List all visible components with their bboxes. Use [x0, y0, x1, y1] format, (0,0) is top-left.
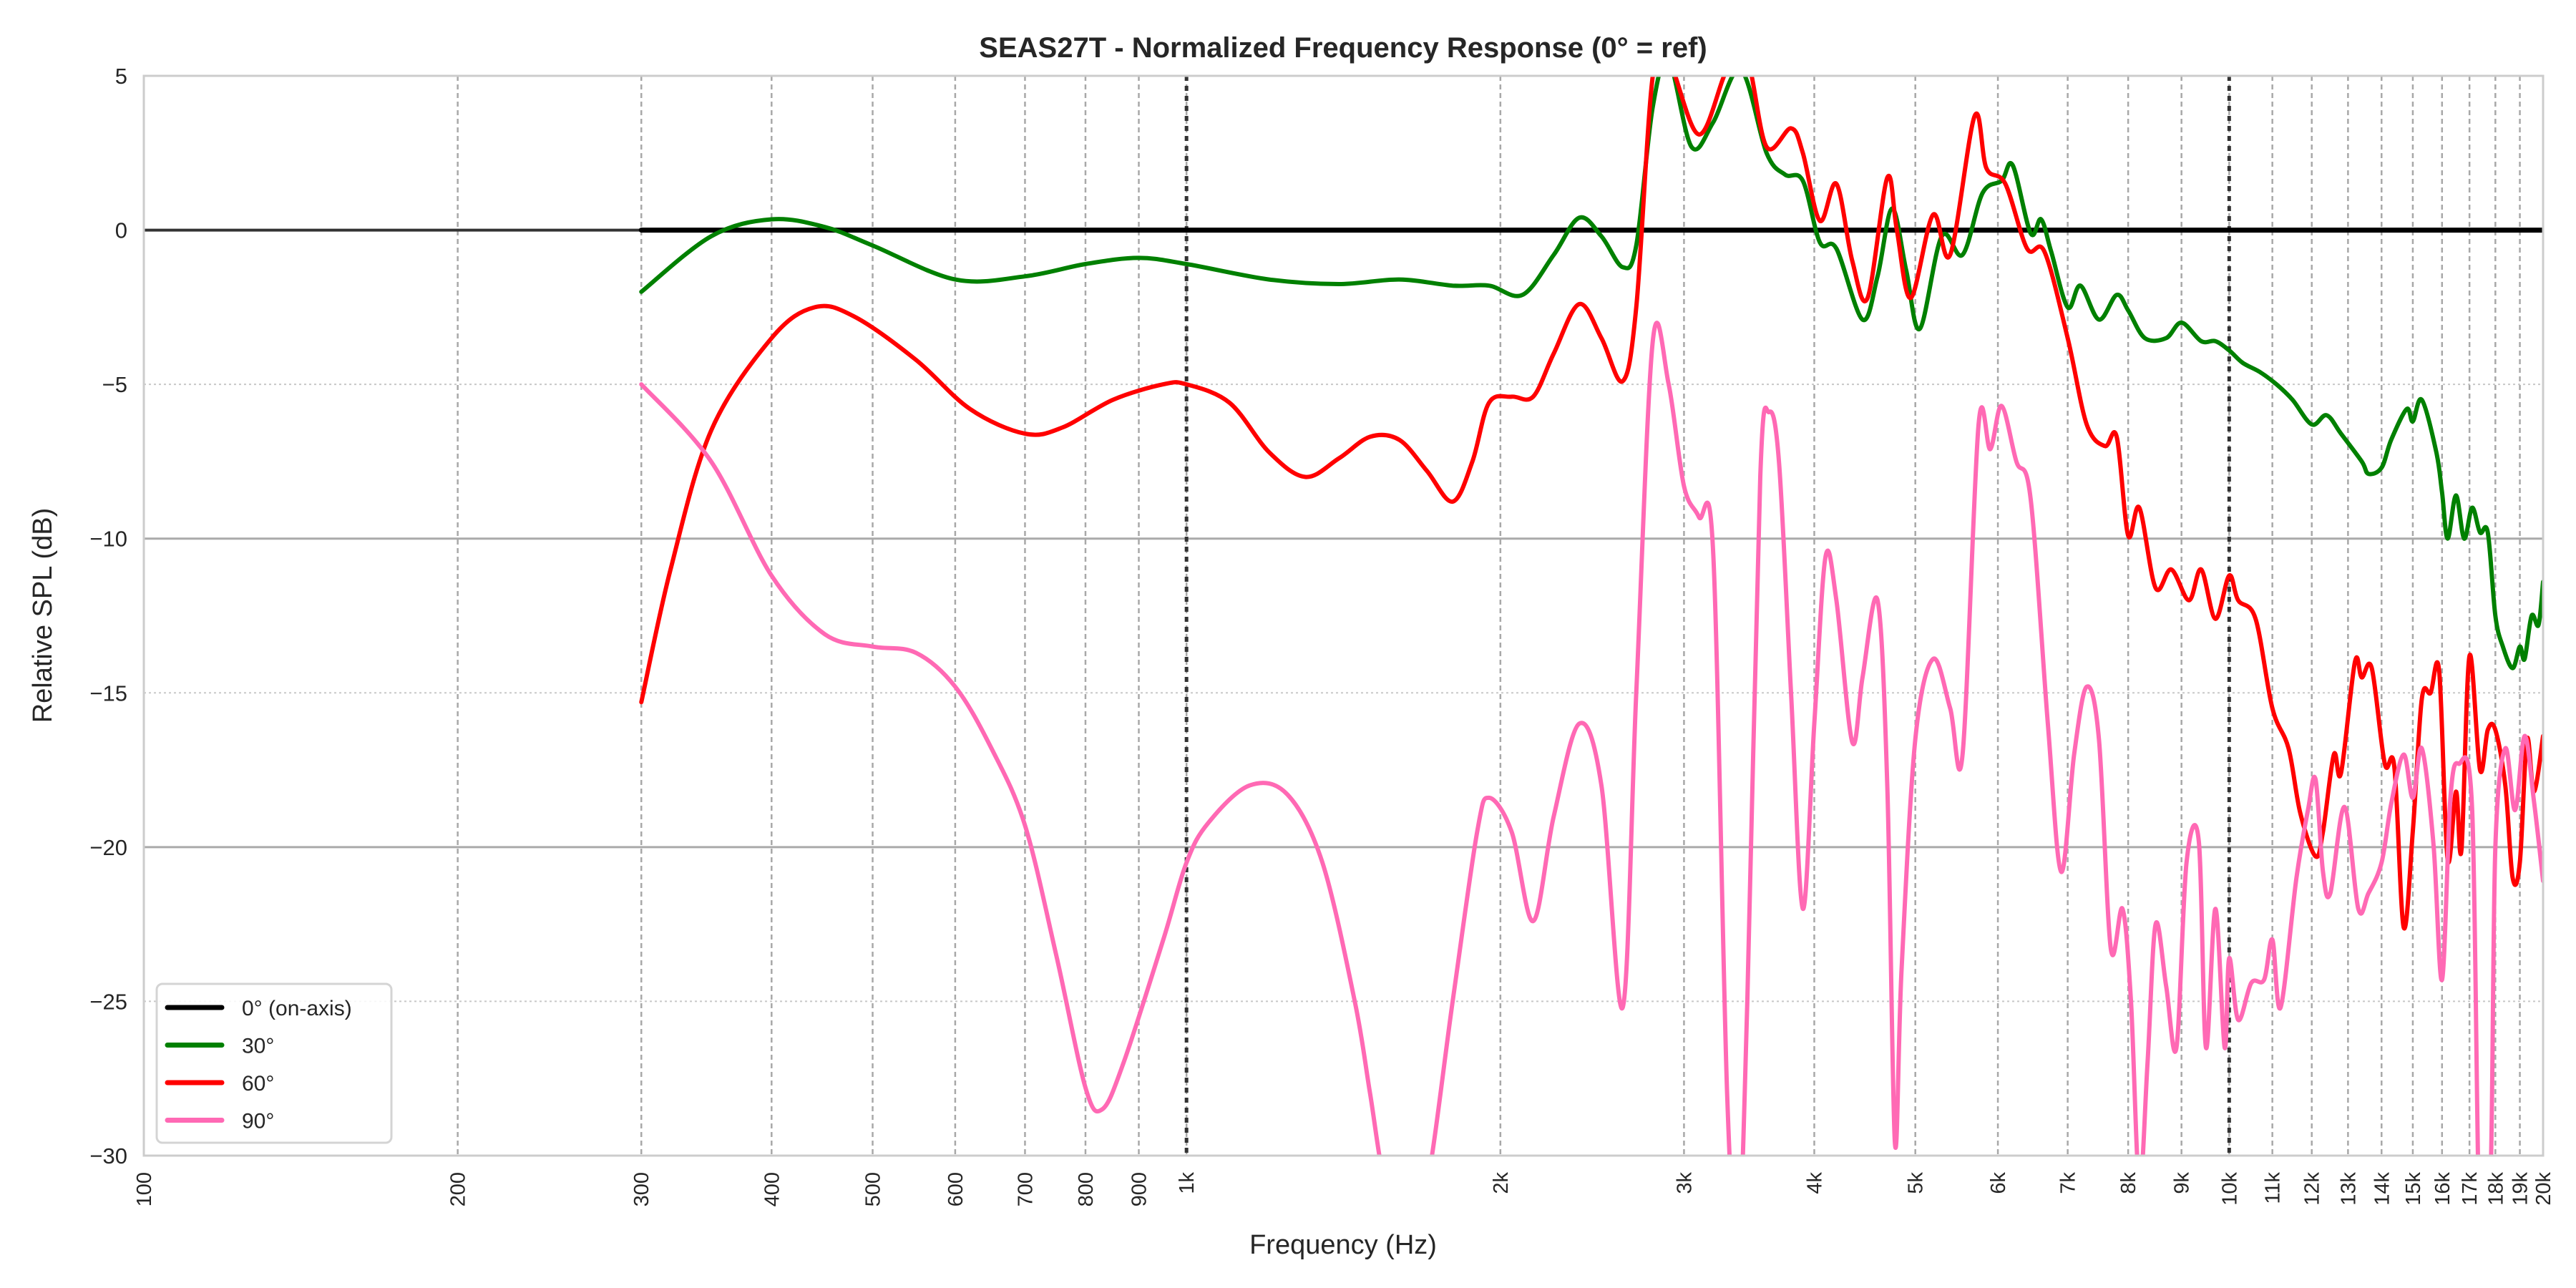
- x-tick-label: 16k: [2431, 1172, 2454, 1206]
- x-tick-label: 10k: [2218, 1172, 2241, 1206]
- x-tick-label: 19k: [2509, 1172, 2532, 1206]
- legend: 0° (on-axis) 30° 60° 90°: [155, 982, 393, 1144]
- x-tick-label: 8k: [2117, 1172, 2140, 1194]
- x-tick-label: 500: [862, 1172, 885, 1206]
- legend-label: 30°: [242, 1035, 274, 1058]
- y-tick-label: 0: [115, 218, 127, 243]
- x-tick-label: 6k: [1987, 1172, 2010, 1194]
- x-tick-label: 3k: [1673, 1172, 1696, 1194]
- x-tick-label: 9k: [2171, 1172, 2194, 1194]
- x-tick-label: 15k: [2402, 1172, 2425, 1206]
- x-tick-label: 800: [1075, 1172, 1098, 1206]
- chart-title: SEAS27T - Normalized Frequency Response …: [979, 32, 1707, 64]
- y-tick-label: −25: [89, 989, 127, 1014]
- legend-box: [155, 982, 393, 1144]
- series-line-90: [639, 321, 2543, 1156]
- x-tick-label: 900: [1128, 1172, 1151, 1206]
- series-group: [638, 76, 2543, 1156]
- x-tick-label: 12k: [2301, 1172, 2324, 1206]
- x-tick-label: 200: [447, 1172, 470, 1206]
- x-tick-label: 11k: [2262, 1172, 2285, 1204]
- x-tick-label: 700: [1014, 1172, 1037, 1206]
- x-tick-label: 18k: [2484, 1172, 2507, 1206]
- plot-frame: [142, 74, 2545, 1157]
- y-tick-label: −20: [89, 835, 127, 860]
- series-line-60: [639, 76, 2543, 931]
- x-tick-label: 17k: [2459, 1172, 2482, 1206]
- x-tick-label: 1k: [1176, 1172, 1199, 1194]
- x-axis-label: Frequency (Hz): [1249, 1230, 1437, 1260]
- y-tick-label: −5: [102, 372, 127, 397]
- x-tick-label: 14k: [2371, 1172, 2394, 1206]
- x-tick-label: 2k: [1490, 1172, 1513, 1194]
- y-tick-label: −30: [89, 1143, 127, 1169]
- x-tick-label: 20k: [2532, 1172, 2555, 1206]
- x-tick-labels: 100 200 300 400 500 600 700 800 900 1k 2k 3k 4k 5k 6k 7…: [133, 1172, 2555, 1207]
- series-line-30: [639, 76, 2543, 670]
- y-tick-labels: 5 0 −5 −10 −15 −20 −25 −30: [89, 64, 127, 1169]
- x-tick-label: 4k: [1803, 1172, 1826, 1194]
- grid: [142, 75, 2545, 1157]
- x-tick-label: 400: [761, 1172, 784, 1206]
- x-tick-label: 5k: [1905, 1172, 1928, 1194]
- y-axis-label: Relative SPL (dB): [28, 508, 58, 723]
- legend-label: 90°: [242, 1110, 274, 1133]
- x-tick-label: 7k: [2057, 1172, 2080, 1194]
- x-tick-label: 13k: [2337, 1172, 2360, 1206]
- x-tick-label: 100: [133, 1172, 156, 1206]
- y-tick-label: 5: [115, 64, 127, 89]
- y-tick-label: −10: [89, 527, 127, 552]
- legend-label: 60°: [242, 1072, 274, 1096]
- y-tick-label: −15: [89, 680, 127, 706]
- legend-label: 0° (on-axis): [242, 997, 352, 1020]
- x-tick-label: 600: [945, 1172, 967, 1206]
- x-tick-label: 300: [630, 1172, 653, 1206]
